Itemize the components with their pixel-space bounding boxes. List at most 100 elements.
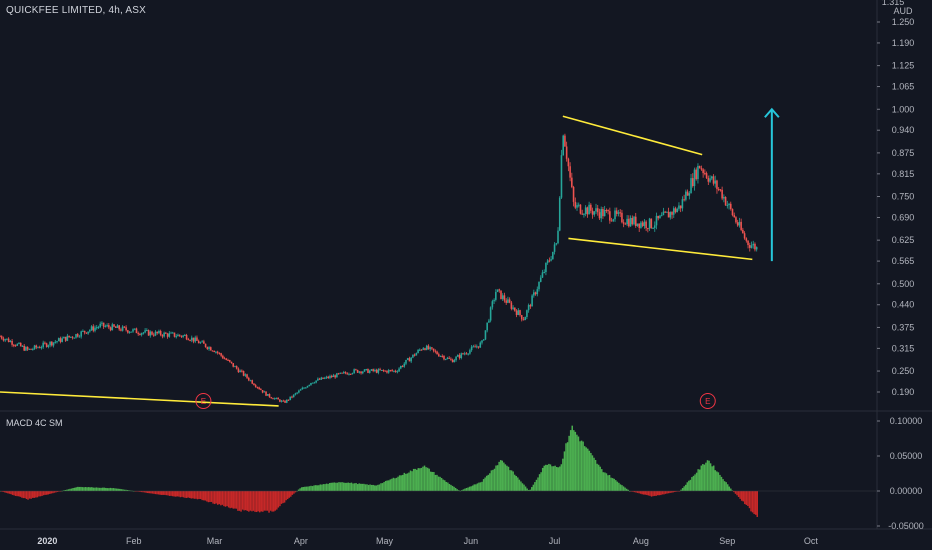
earnings-e-icon[interactable]: E <box>699 393 716 409</box>
macd-histogram-bar <box>448 483 451 491</box>
candle-body <box>168 333 171 337</box>
candle-body <box>486 322 488 331</box>
candle-body <box>728 203 730 206</box>
candle-body <box>133 328 136 330</box>
macd-histogram-bar <box>333 482 336 491</box>
macd-histogram-bar <box>689 479 692 491</box>
candle-body <box>137 333 140 335</box>
macd-histogram-bar <box>114 488 116 491</box>
macd-histogram-bar <box>391 478 393 491</box>
macd-indicator-label[interactable]: MACD 4C SM <box>6 418 63 428</box>
macd-histogram-bar <box>599 466 601 491</box>
macd-histogram-bar <box>681 488 684 491</box>
candle-body <box>2 338 5 341</box>
macd-histogram-bar <box>674 491 676 493</box>
macd-histogram-bar <box>377 484 379 491</box>
chart-title: QUICKFEE LIMITED, 4h, ASX <box>6 5 147 16</box>
macd-histogram-bar <box>70 488 73 491</box>
price-tick-label: 0.440 <box>892 300 915 310</box>
candle-body <box>474 346 476 348</box>
candle-body <box>660 215 663 217</box>
macd-histogram-bar <box>714 470 717 491</box>
macd-histogram-bar <box>45 491 48 495</box>
macd-histogram-bar <box>540 472 542 491</box>
macd-histogram-bar <box>492 469 494 491</box>
macd-histogram-bar <box>274 491 277 511</box>
macd-histogram-bar <box>545 464 547 491</box>
candle-body <box>246 374 248 378</box>
candle-body <box>431 347 433 349</box>
candle-body <box>249 380 252 382</box>
macd-histogram-bar <box>77 486 79 491</box>
candle-body <box>659 215 661 219</box>
candle-body <box>628 218 630 227</box>
candle-body <box>501 295 504 300</box>
macd-histogram-bar <box>87 487 90 491</box>
macd-histogram-bar <box>350 482 353 491</box>
candle-body <box>558 197 561 231</box>
macd-histogram-bar <box>36 491 39 498</box>
macd-histogram-bar <box>415 469 418 491</box>
time-tick-label: Mar <box>207 536 223 546</box>
candle-body <box>702 169 704 174</box>
macd-histogram-bar <box>171 491 174 497</box>
candle-body <box>272 398 274 400</box>
candle-body <box>472 346 475 348</box>
macd-histogram-bar <box>92 487 95 491</box>
candle-body <box>140 333 143 335</box>
macd-histogram-bar <box>747 491 749 507</box>
macd-histogram-bar <box>513 474 516 491</box>
candle-body <box>458 355 461 358</box>
candle-body <box>624 223 627 225</box>
candle-body <box>629 217 632 227</box>
macd-histogram-bar <box>378 484 381 491</box>
macd-histogram-bar <box>22 491 25 499</box>
macd-histogram-bar <box>304 486 306 491</box>
macd-histogram-bar <box>737 491 740 497</box>
macd-histogram-bar <box>635 491 637 493</box>
macd-histogram-bar <box>182 491 185 498</box>
macd-histogram-bar <box>108 488 110 491</box>
earnings-e-icon[interactable]: E <box>195 393 212 409</box>
macd-histogram-bar <box>613 478 615 491</box>
candle-body <box>519 310 521 316</box>
macd-histogram-bar <box>80 486 82 491</box>
candle-body <box>25 347 27 351</box>
candle-body <box>37 347 39 349</box>
candle-body <box>448 357 450 359</box>
candle-body <box>87 331 89 334</box>
candle-body <box>23 345 25 351</box>
macd-histogram-bar <box>258 491 261 513</box>
candle-body <box>605 210 608 212</box>
candle-body <box>450 358 452 360</box>
candle-body <box>284 400 286 403</box>
macd-histogram-bar <box>13 491 15 496</box>
candle-body <box>700 168 703 170</box>
macd-histogram-bar <box>206 491 208 502</box>
macd-histogram-bar <box>400 475 402 491</box>
candle-body <box>446 357 449 359</box>
candle-body <box>244 374 247 376</box>
macd-histogram-bar <box>244 491 247 511</box>
macd-histogram-bar <box>653 491 656 496</box>
macd-histogram-bar <box>75 487 77 491</box>
candle-body <box>94 327 96 331</box>
macd-histogram-bar <box>453 486 455 491</box>
macd-pane <box>0 425 877 517</box>
macd-histogram-bar <box>196 491 199 500</box>
candle-body <box>18 342 20 344</box>
candle-body <box>192 337 195 342</box>
candle-body <box>406 358 409 360</box>
candle-body <box>534 292 537 295</box>
macd-histogram-bar <box>706 460 709 491</box>
candle-body <box>190 337 193 341</box>
candle-body <box>171 332 174 334</box>
candle-body <box>277 397 279 400</box>
candle-body <box>564 135 566 147</box>
time-tick-label: Aug <box>633 536 649 546</box>
candle-body <box>567 158 570 167</box>
candle-body <box>215 351 217 353</box>
candle-body <box>253 383 255 386</box>
macd-histogram-bar <box>405 473 407 491</box>
